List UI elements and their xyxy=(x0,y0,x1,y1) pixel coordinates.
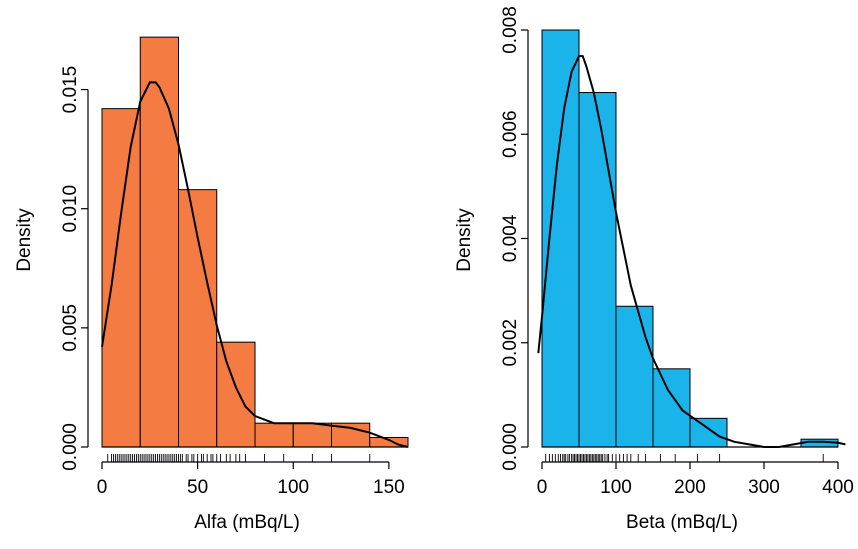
y-tick-label: 0.008 xyxy=(500,6,521,54)
histogram-bar xyxy=(578,92,617,448)
y-tick-label: 0.010 xyxy=(60,185,81,233)
y-tick-label: 0.000 xyxy=(500,423,521,471)
x-tick-label: 200 xyxy=(674,477,706,498)
x-tick-label: 0 xyxy=(537,477,548,498)
y-tick-label: 0.005 xyxy=(60,304,81,352)
histogram-bar xyxy=(652,368,691,448)
x-tick-label: 50 xyxy=(187,477,208,498)
beta-histogram-panel: 0.000 0.002 0.004 0.006 0.008 0 100 200 300 400 Be… xyxy=(454,6,854,533)
y-tick-label: 0.015 xyxy=(60,66,81,114)
alfa-histogram-panel: 0.000 0.005 0.010 0.015 0 50 100 150 Alfa (mBq/L… xyxy=(14,36,409,533)
y-tick-label: 0.002 xyxy=(500,319,521,367)
density-curve xyxy=(537,55,846,448)
histogram-bar xyxy=(101,108,141,448)
histogram-bar xyxy=(139,36,179,448)
density-curve xyxy=(101,81,409,448)
x-axis-title: Beta (mBq/L) xyxy=(626,512,738,533)
histogram-bar xyxy=(216,341,256,448)
y-axis-title: Density xyxy=(14,208,35,272)
y-tick-label: 0.000 xyxy=(60,423,81,471)
x-tick-label: 150 xyxy=(373,477,405,498)
histogram-bar xyxy=(254,422,294,448)
histogram-bar xyxy=(178,189,218,448)
histogram-bar xyxy=(689,417,728,448)
y-axis-title: Density xyxy=(454,208,475,272)
histogram-bar xyxy=(615,305,654,448)
histogram-bar xyxy=(292,422,332,448)
x-tick-label: 400 xyxy=(822,477,854,498)
x-axis-title: Alfa (mBq/L) xyxy=(194,512,300,533)
x-tick-label: 100 xyxy=(277,477,309,498)
histogram-bar xyxy=(541,29,580,448)
x-tick-label: 0 xyxy=(97,477,108,498)
x-tick-label: 300 xyxy=(748,477,780,498)
y-tick-label: 0.006 xyxy=(500,110,521,158)
x-tick-label: 100 xyxy=(600,477,632,498)
y-tick-label: 0.004 xyxy=(500,214,521,262)
